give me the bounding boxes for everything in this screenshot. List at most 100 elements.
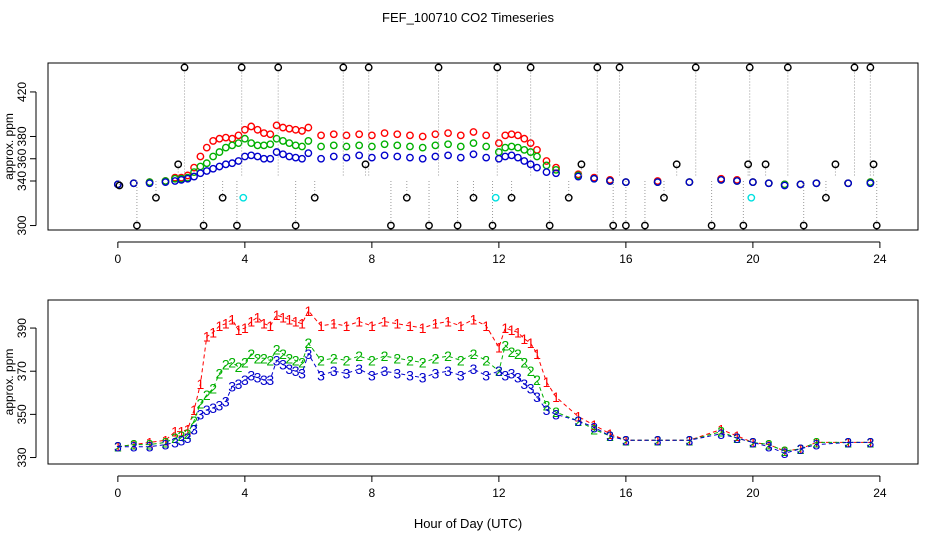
data-point-label: 1 [273,307,281,323]
data-point [418,143,427,152]
data-point-label: 2 [527,363,535,379]
data-point-label: 3 [304,346,312,362]
data-point [199,221,208,230]
x-axis-label: Hour of Day (UTC) [414,516,522,531]
data-point-label: 3 [279,357,287,373]
data-point-label: 2 [574,413,582,429]
data-point-label: 1 [304,303,312,319]
data-point [215,148,224,156]
data-point-label: 2 [812,434,820,450]
data-point-label: 1 [368,318,376,334]
data-point [329,141,338,150]
data-point-label: 2 [177,428,185,444]
data-point [380,129,389,138]
x-tick-label: 24 [873,486,887,500]
data-point [253,125,262,134]
data-point-label: 3 [717,426,725,442]
data-point-label: 3 [765,439,773,455]
data-point-label: 2 [470,346,478,362]
data-point [717,175,726,184]
data-point-label: 1 [781,443,789,459]
data-point-label: 1 [317,318,325,334]
data-point-label: 3 [606,428,614,444]
data-point-label: 1 [330,316,338,332]
data-point-label: 1 [533,346,541,362]
data-point-label: 1 [495,339,503,355]
data-point [364,63,373,72]
series-line [117,342,871,452]
data-point [317,142,325,151]
data-point-label: 2 [146,437,154,453]
data-point-label: 3 [162,437,170,453]
data-point-label: 2 [797,441,805,457]
data-point [494,139,503,148]
data-point-label: 1 [419,320,427,336]
data-point-label: 2 [298,355,306,371]
data-point-label: 1 [552,389,560,405]
data-point [872,221,881,230]
data-point [317,131,325,140]
data-point-label: 3 [470,361,478,377]
data-point-label: 3 [482,368,490,384]
data-point-label: 3 [444,363,452,379]
data-point-label: 3 [203,402,211,418]
data-point-label: 3 [381,363,389,379]
data-point [526,139,535,148]
data-point [190,172,198,181]
data-point-label: 3 [501,368,509,384]
data-point-label: 1 [177,424,185,440]
data-point [526,63,535,72]
data-point [520,134,529,143]
data-point [469,150,478,159]
data-point [329,152,338,161]
data-point-label: 2 [171,430,179,446]
data-point-label: 2 [381,348,389,364]
data-point [196,152,205,161]
data-point [799,221,808,230]
data-point-label: 1 [162,432,170,448]
data-point [869,160,878,169]
data-point [431,130,440,139]
data-point [482,131,491,140]
data-point [418,154,427,163]
data-point [552,169,560,178]
data-point [748,178,757,187]
data-point [469,139,478,148]
data-point-label: 2 [552,404,560,420]
data-point-label: 2 [216,365,224,381]
data-point-label: 2 [228,355,236,371]
data-point-label: 2 [130,437,138,453]
data-point [380,140,389,149]
data-point [202,143,211,152]
data-point [339,63,348,72]
data-point [621,221,630,230]
series-line [117,352,871,454]
data-point-label: 2 [355,348,363,364]
y-tick-label: 370 [15,361,29,381]
data-point-label: 1 [216,318,224,334]
data-point [234,131,243,140]
data-point [764,179,773,188]
data-point [542,157,551,165]
plot-frame [47,62,919,231]
data-point [653,178,662,187]
data-point [304,149,313,158]
data-point [361,160,370,169]
data-point-label: 1 [844,434,852,450]
data-point-label: 2 [457,352,465,368]
data-point-label: 1 [527,335,535,351]
data-point-label: 1 [431,316,439,332]
data-point-label: 2 [508,344,516,360]
data-point-label: 3 [317,368,325,384]
data-point-label: 3 [235,376,243,392]
data-point [387,221,395,230]
data-point-label: 3 [292,363,300,379]
data-point [593,63,602,72]
data-point [507,193,516,202]
data-point-label: 3 [508,365,516,381]
data-point [444,140,452,149]
data-point [342,153,351,162]
data-point-label: 2 [717,424,725,440]
data-point [745,63,754,72]
